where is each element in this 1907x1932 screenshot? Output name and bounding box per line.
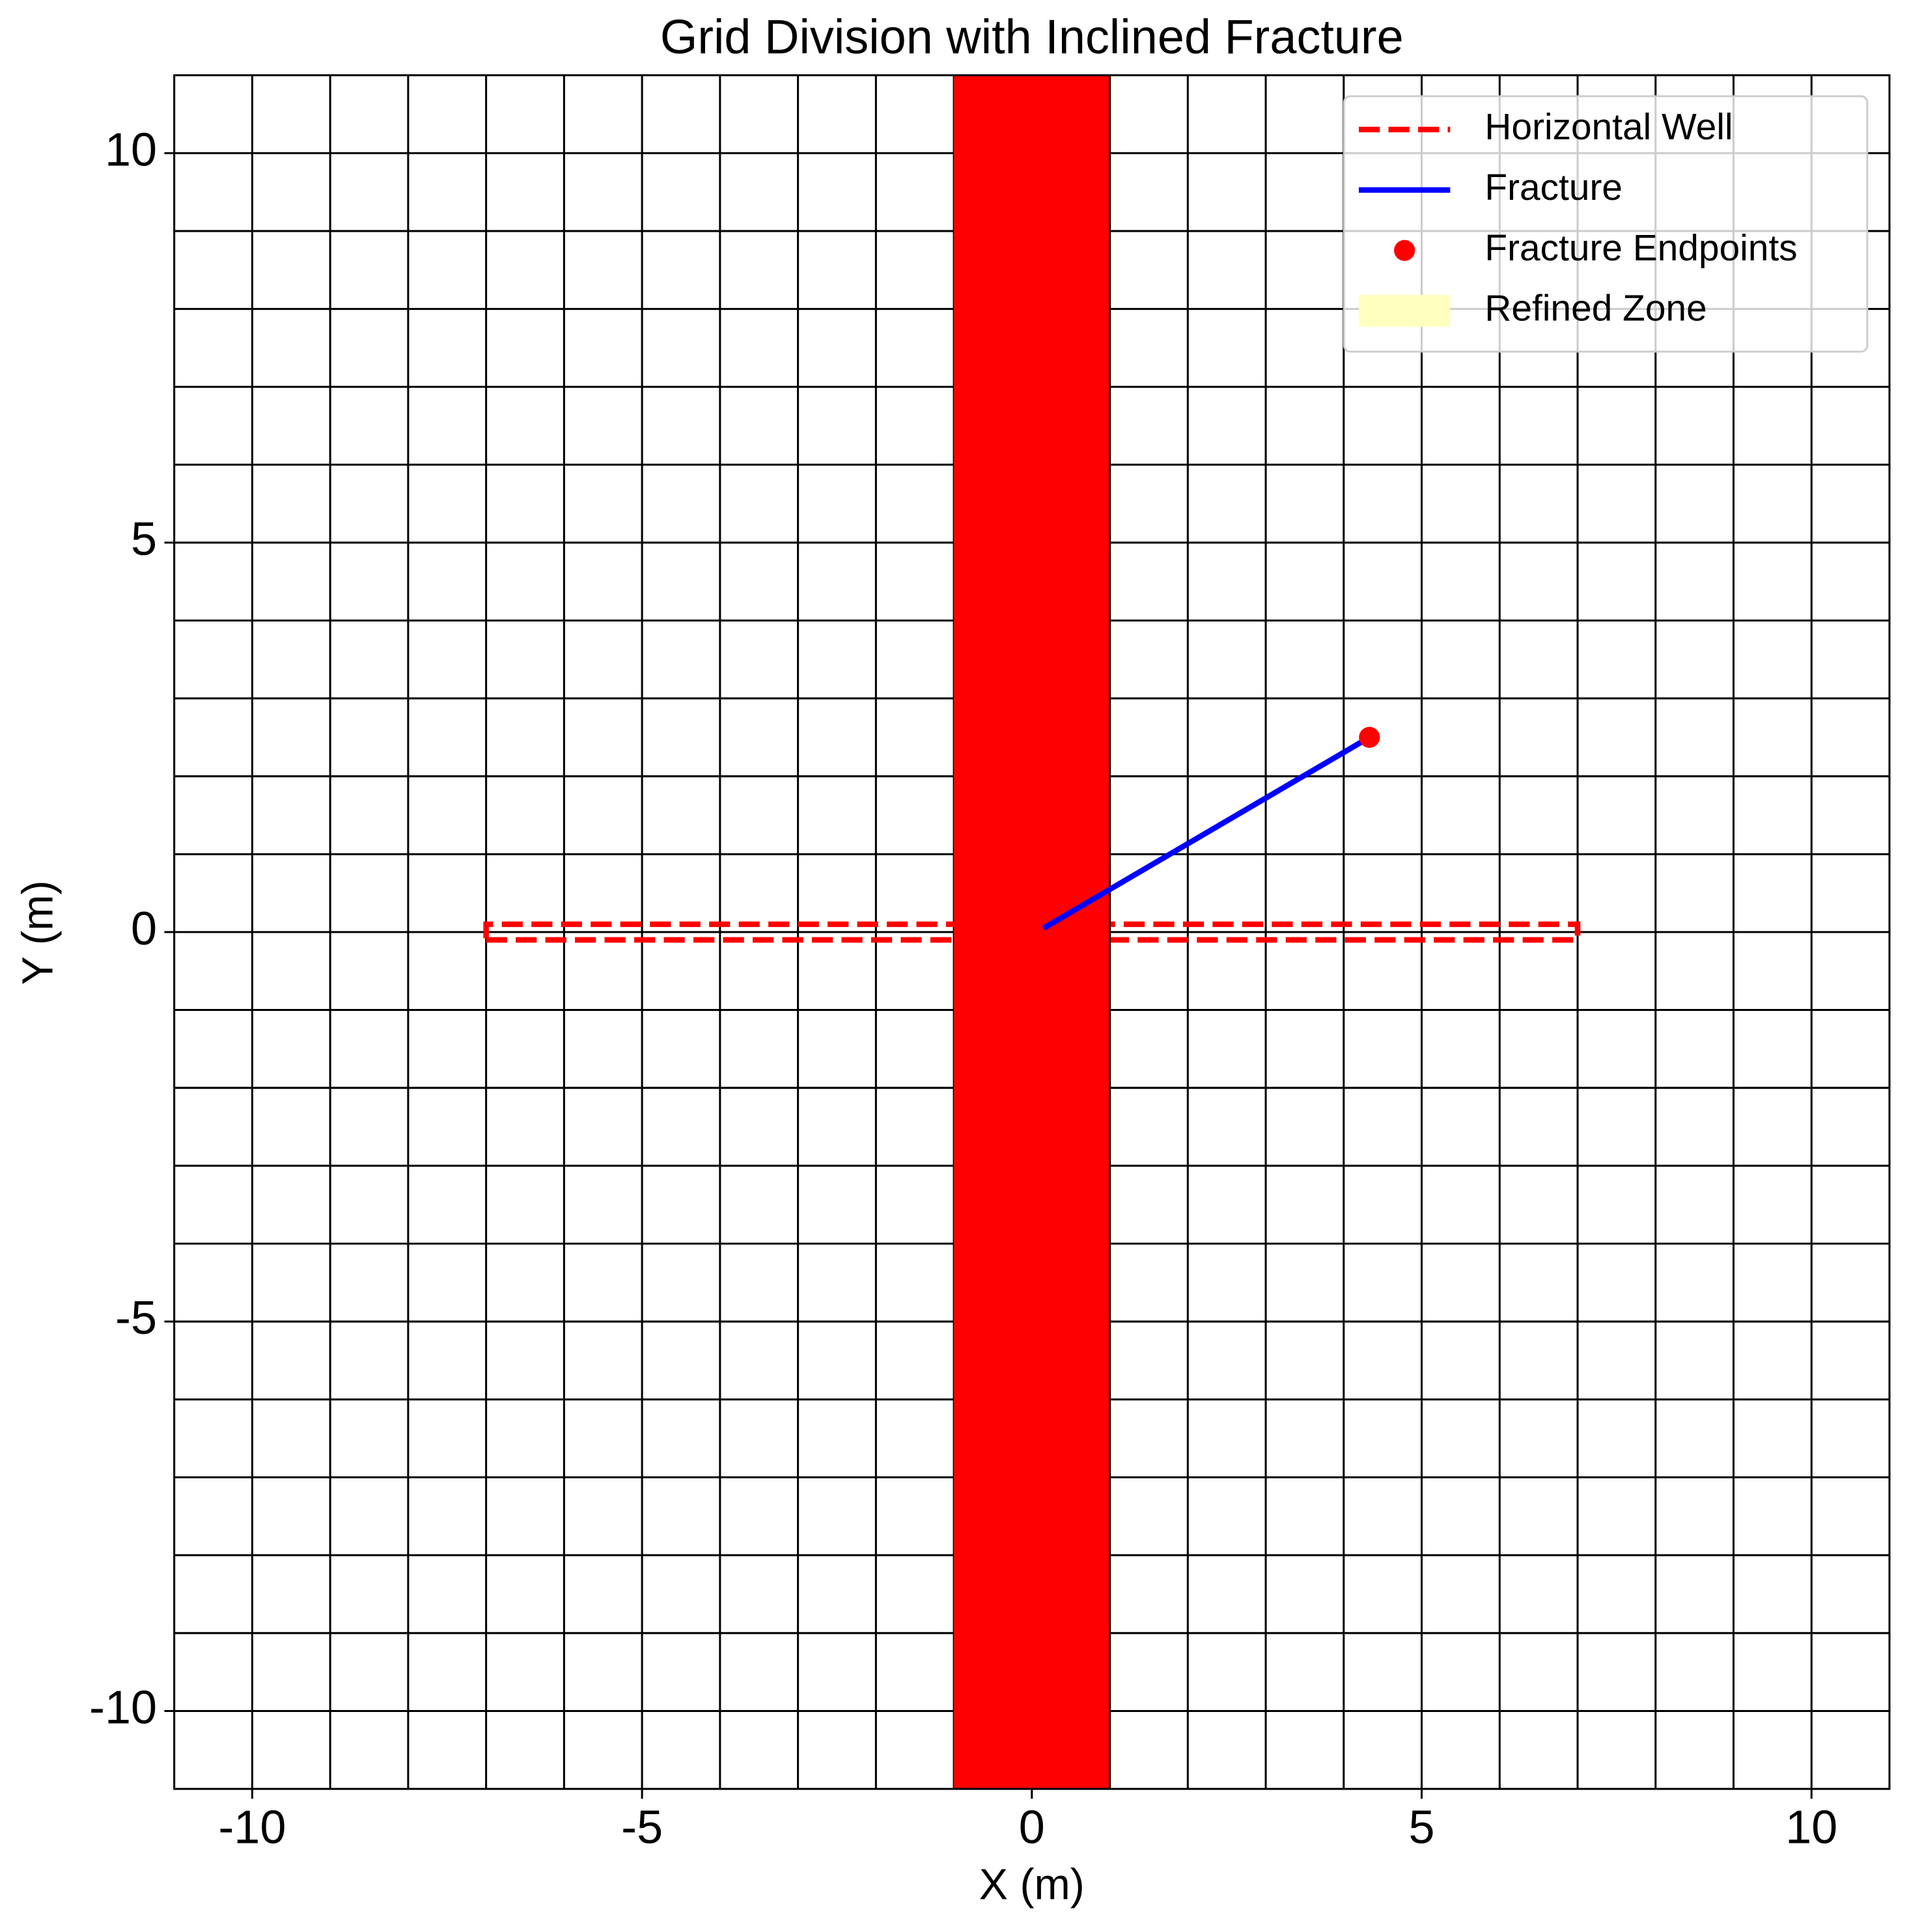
y-tick-label: 0 — [131, 903, 157, 955]
series-line — [483, 921, 1581, 943]
legend-handle — [1359, 294, 1451, 327]
legend-label: Fracture Endpoints — [1484, 228, 1797, 269]
x-tick-label: 5 — [1409, 1802, 1435, 1854]
x-tick-label: -5 — [621, 1802, 663, 1854]
legend-label: Refined Zone — [1484, 288, 1706, 329]
y-tick-label: 5 — [131, 514, 157, 566]
x-tick-label: 10 — [1785, 1802, 1837, 1854]
legend-label: Horizontal Well — [1484, 107, 1733, 148]
band — [954, 75, 1110, 1789]
series-line — [1042, 735, 1371, 931]
x-tick-label: 0 — [1019, 1802, 1045, 1854]
x-axis-label: X (m) — [979, 1860, 1085, 1909]
legend-box — [1343, 95, 1869, 353]
chart-title: Grid Division with Inclined Fracture — [660, 10, 1404, 64]
y-tick-label: 10 — [105, 124, 157, 176]
y-axis-label: Y (m) — [14, 880, 62, 985]
scatter-point — [1359, 726, 1380, 748]
x-tick-label: -10 — [218, 1802, 286, 1854]
y-tick-label: -5 — [115, 1292, 157, 1344]
legend-handle — [1394, 240, 1415, 261]
y-tick-label: -10 — [89, 1682, 157, 1734]
legend-label: Fracture — [1484, 167, 1622, 208]
